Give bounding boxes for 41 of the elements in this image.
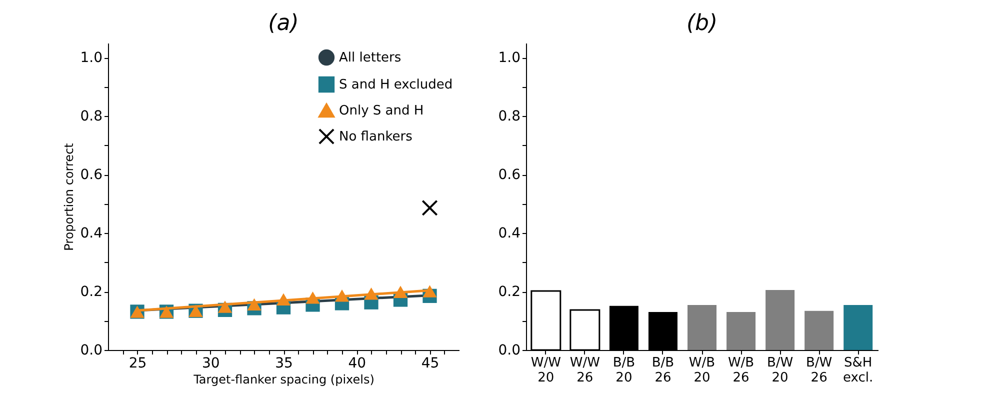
bar [766, 290, 795, 350]
chart-title: (a) [268, 11, 299, 36]
legend-label: All letters [339, 50, 402, 66]
y-tick-label: 1.0 [80, 50, 102, 66]
x-tick-label: 40 [348, 356, 366, 372]
y-tick-label: 0.6 [498, 167, 521, 184]
y-tick-label: 0.0 [498, 342, 520, 358]
y-tick-label: 0.8 [80, 108, 102, 125]
bar [726, 312, 756, 350]
y-tick-label: 0.4 [80, 226, 103, 242]
y-tick-label: 0.0 [80, 342, 102, 358]
x-tick-label: S&H excl. [843, 356, 874, 386]
x-tick-label: B/B 20 [612, 356, 636, 386]
x-tick-label: W/B 20 [688, 356, 716, 386]
y-tick-label: 0.2 [80, 284, 102, 300]
x-tick-label: B/W 26 [806, 356, 832, 386]
x-axis-title: Target-flanker spacing (pixels) [192, 372, 374, 386]
x-tick-label: W/W 26 [570, 356, 600, 386]
x-tick-label: B/B 26 [652, 356, 674, 386]
bar [804, 310, 834, 350]
x-tick-label: W/W 20 [530, 356, 562, 386]
y-tick-label: 0.2 [498, 284, 520, 300]
y-axis-title: Proportion correct [62, 142, 76, 251]
y-tick-label: 1.0 [498, 50, 520, 66]
x-tick-label: 25 [128, 356, 147, 372]
x-tick-label: 35 [275, 356, 293, 372]
y-tick-label: 0.4 [498, 226, 521, 242]
bar [688, 304, 716, 350]
legend-label: S and H excluded [339, 78, 453, 92]
x-tick-label: B/W 20 [766, 356, 794, 386]
chart-title: (b) [686, 11, 718, 36]
bar [844, 304, 873, 350]
x-tick-label: 45 [421, 356, 440, 372]
x-tick-label: 30 [202, 356, 220, 372]
x-tick-label: W/B 26 [728, 356, 754, 386]
point [422, 285, 437, 298]
legend-label: Only S and H [339, 104, 424, 118]
legend-label: No flankers [339, 130, 413, 144]
y-tick-label: 0.8 [498, 108, 520, 125]
y-tick-label: 0.6 [80, 167, 103, 184]
point [422, 200, 438, 216]
